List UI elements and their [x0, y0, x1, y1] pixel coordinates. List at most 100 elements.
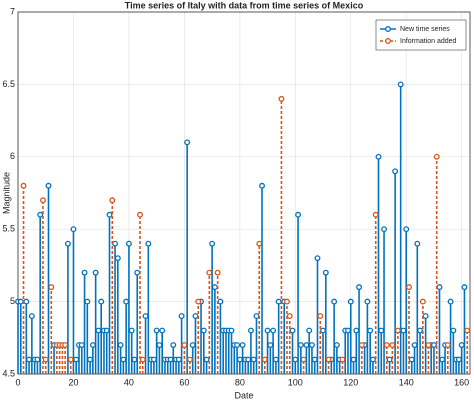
stem-marker [406, 284, 412, 291]
stem-marker [411, 342, 418, 348]
stem-marker [450, 327, 457, 334]
stem-marker [98, 298, 105, 305]
stem-marker [236, 356, 243, 363]
stem-marker [123, 298, 130, 305]
x-tick-label: 20 [68, 377, 78, 387]
x-tick-label: 120 [343, 377, 358, 387]
stem-marker [314, 255, 321, 262]
stem-marker [150, 356, 157, 363]
stem-marker [228, 327, 235, 334]
stem-marker [461, 284, 468, 291]
stem-marker [300, 356, 307, 363]
stem-marker [397, 81, 404, 88]
stem-marker [325, 356, 332, 363]
stem-marker [87, 356, 94, 363]
y-tick-label: 4.5 [2, 368, 15, 378]
stem-marker [284, 298, 290, 305]
stem-marker [178, 313, 185, 320]
stem-marker [134, 269, 141, 276]
stem-marker [389, 342, 396, 348]
stem-marker [253, 313, 260, 320]
stem-marker [81, 269, 88, 276]
legend-marker [385, 26, 391, 32]
stem-marker [209, 240, 216, 247]
stem-marker [34, 356, 41, 363]
stem-marker [317, 313, 324, 320]
stem-marker [375, 153, 382, 160]
stem-marker [192, 313, 199, 320]
stem-marker [89, 342, 96, 348]
plot-frame [17, 11, 471, 375]
stem-marker [417, 327, 424, 334]
stem-marker [353, 327, 360, 334]
stem-marker [245, 356, 252, 363]
stem-marker [184, 139, 191, 146]
stem-marker [436, 284, 443, 291]
stem-marker [142, 313, 149, 320]
stem-marker [48, 284, 55, 291]
stem-marker [234, 342, 241, 348]
stem-marker [403, 226, 410, 233]
stem-marker [45, 182, 52, 189]
stem-marker [322, 269, 329, 276]
x-tick-label: 100 [288, 377, 303, 387]
stem-marker [175, 356, 182, 363]
stem-marker [189, 342, 196, 348]
stem-marker [117, 342, 124, 348]
stem-marker [95, 327, 102, 334]
stem-marker [386, 356, 393, 363]
legend-label: Information added [400, 38, 457, 45]
stem-marker [125, 240, 132, 247]
stem-marker [414, 240, 421, 247]
stem-marker [439, 356, 446, 363]
stem-marker [78, 342, 85, 348]
stem-marker [259, 182, 265, 189]
stem-marker [306, 327, 313, 334]
stem-marker [447, 298, 454, 305]
stem-marker [422, 313, 429, 320]
stem-marker [392, 168, 399, 175]
y-tick-label: 5 [10, 296, 15, 306]
x-tick-label: 140 [399, 377, 414, 387]
stem-marker [28, 313, 35, 320]
stem-marker [239, 342, 246, 348]
stem-marker [358, 342, 365, 348]
stem-marker [408, 356, 415, 363]
legend-box [375, 19, 467, 51]
stem-marker [20, 182, 27, 189]
stem-marker [120, 356, 127, 363]
stem-marker [289, 327, 296, 334]
stem-marker [17, 298, 24, 305]
stem-marker [159, 327, 166, 334]
stem-marker [378, 327, 385, 334]
stem-marker [270, 327, 277, 334]
stem-marker [372, 211, 379, 218]
stem-marker [37, 211, 44, 218]
stem-marker [42, 356, 49, 363]
stem-marker [400, 327, 407, 334]
stem-marker [425, 342, 432, 348]
y-tick-label: 5.5 [2, 224, 15, 234]
stem-marker [345, 327, 351, 334]
stem-marker [92, 269, 99, 276]
stem-marker [431, 342, 437, 348]
stem-marker [84, 298, 91, 305]
stem-marker [381, 226, 387, 233]
stem-marker [203, 356, 210, 363]
stem-marker [394, 327, 401, 334]
stem-marker [419, 298, 426, 305]
stem-marker [339, 356, 346, 363]
stem-marker [278, 95, 285, 102]
stem-marker [320, 327, 326, 334]
stem-marker [106, 211, 113, 218]
stem-marker [383, 342, 390, 348]
stem-marker [170, 342, 177, 348]
x-tick-label: 160 [454, 377, 469, 387]
stem-marker [186, 356, 193, 363]
stem-marker [367, 327, 374, 334]
stem-marker [167, 356, 174, 363]
y-tick-label: 6.5 [2, 79, 15, 89]
stem-marker [286, 313, 293, 320]
stem-marker [112, 240, 119, 247]
